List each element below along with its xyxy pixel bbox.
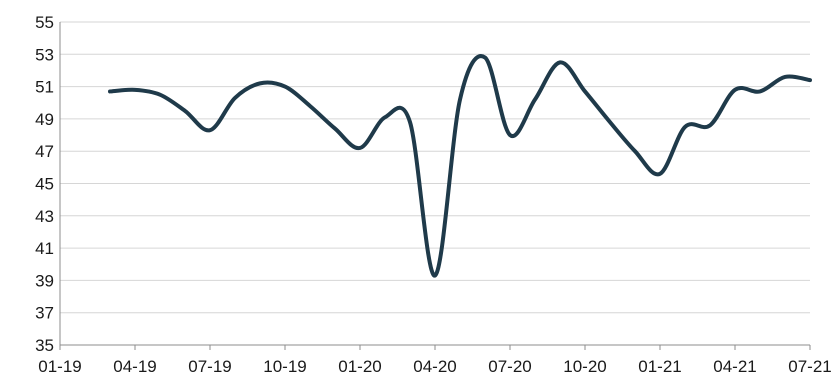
y-tick-label-41: 41 — [35, 239, 54, 258]
data-point-07-21 — [808, 78, 812, 82]
data-point-03-20 — [408, 120, 412, 124]
data-point-06-19 — [183, 109, 187, 113]
x-tick-label-07-19: 07-19 — [188, 357, 231, 376]
y-tick-label-45: 45 — [35, 175, 54, 194]
y-tick-label-39: 39 — [35, 271, 54, 290]
data-point-12-20 — [633, 149, 637, 153]
x-tick-label-04-21: 04-21 — [713, 357, 756, 376]
series-layer — [108, 54, 812, 278]
data-point-06-20 — [483, 56, 487, 60]
data-point-03-19 — [108, 89, 112, 93]
data-point-11-20 — [608, 120, 612, 124]
data-point-04-20 — [433, 274, 437, 278]
x-tick-label-04-20: 04-20 — [413, 357, 456, 376]
data-point-01-20 — [358, 146, 362, 150]
y-tick-labels: 35 37 39 41 43 45 47 49 51 53 55 — [35, 13, 54, 355]
gridlines — [60, 21, 810, 314]
data-point-06-21 — [783, 75, 787, 79]
data-point-05-20 — [458, 98, 462, 102]
y-tick-label-43: 43 — [35, 207, 54, 226]
data-point-04-19 — [133, 88, 137, 92]
x-tick-label-07-20: 07-20 — [488, 357, 531, 376]
data-point-10-19 — [283, 85, 287, 89]
x-tick-label-10-20: 10-20 — [563, 357, 606, 376]
data-point-09-20 — [558, 60, 562, 64]
x-tick-label-10-19: 10-19 — [263, 357, 306, 376]
x-tick-labels: 01-19 04-19 07-19 10-19 01-20 04-20 07-20 10-20… — [38, 357, 831, 376]
data-point-12-19 — [333, 127, 337, 131]
data-point-08-20 — [533, 98, 537, 102]
x-tick-label-07-21: 07-21 — [788, 357, 831, 376]
y-tick-label-55: 55 — [35, 13, 54, 32]
y-tick-label-53: 53 — [35, 45, 54, 64]
data-point-01-21 — [658, 172, 662, 176]
data-point-07-19 — [208, 128, 212, 132]
y-tick-label-47: 47 — [35, 142, 54, 161]
data-point-05-21 — [758, 89, 762, 93]
data-point-07-20 — [508, 133, 512, 137]
data-point-05-19 — [158, 93, 162, 97]
data-point-09-19 — [258, 81, 262, 85]
y-tick-label-37: 37 — [35, 304, 54, 323]
data-point-04-21 — [733, 88, 737, 92]
x-tick-label-04-19: 04-19 — [113, 357, 156, 376]
y-tick-label-49: 49 — [35, 110, 54, 129]
data-point-02-20 — [383, 115, 387, 119]
y-tick-label-35: 35 — [35, 336, 54, 355]
data-point-11-19 — [308, 104, 312, 108]
data-point-10-20 — [583, 89, 587, 93]
x-tick-label-01-21: 01-21 — [638, 357, 681, 376]
x-tick-label-01-20: 01-20 — [338, 357, 381, 376]
data-point-02-21 — [683, 125, 687, 129]
y-tick-label-51: 51 — [35, 78, 54, 97]
series-line-0 — [108, 54, 812, 278]
x-tick-label-01-19: 01-19 — [38, 357, 81, 376]
data-point-08-19 — [233, 96, 237, 100]
data-point-03-21 — [708, 123, 712, 127]
axes — [59, 22, 811, 350]
